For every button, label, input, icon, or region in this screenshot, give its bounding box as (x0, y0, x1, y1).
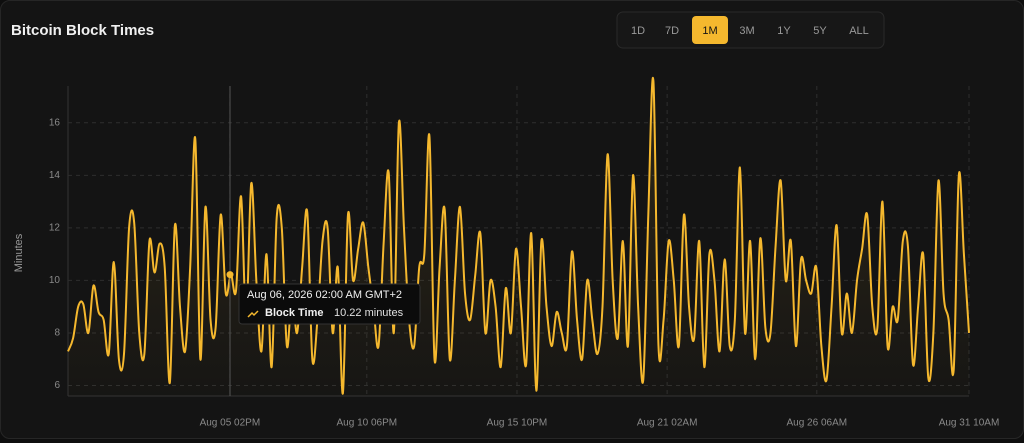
tooltip-series: Block Time (265, 307, 324, 319)
tooltip-date: Aug 06, 2026 02:00 AM GMT+2 (247, 289, 402, 301)
y-tick-label: 8 (54, 328, 60, 339)
x-tick-label: Aug 21 02AM (637, 418, 698, 429)
range-button[interactable]: 1M (702, 25, 717, 37)
x-tick-label: Aug 15 10PM (487, 418, 548, 429)
range-button[interactable]: 3M (739, 25, 754, 37)
y-tick-label: 16 (49, 117, 61, 128)
chart-title: Bitcoin Block Times (11, 22, 154, 39)
y-tick-label: 10 (49, 275, 61, 286)
y-tick-label: 12 (49, 223, 61, 234)
y-tick-label: 14 (49, 170, 61, 181)
range-button[interactable]: 1Y (777, 25, 791, 37)
range-button[interactable]: ALL (849, 25, 869, 37)
line (67, 76, 970, 395)
y-axis-label: Minutes (13, 233, 25, 272)
x-tick-label: Aug 31 10AM (939, 418, 1000, 429)
area (68, 77, 969, 396)
x-tick-label: Aug 10 06PM (337, 418, 398, 429)
x-tick-label: Aug 26 06AM (786, 418, 847, 429)
range-button[interactable]: 1D (631, 25, 645, 37)
y-tick-label: 6 (54, 380, 60, 391)
tooltip-point (226, 271, 234, 279)
range-button[interactable]: 5Y (813, 25, 827, 37)
range-selector (616, 11, 885, 49)
range-button-bg (692, 16, 728, 44)
tooltip-value: 10.22 minutes (334, 307, 404, 319)
range-button[interactable]: 7D (665, 25, 679, 37)
tooltip-icon (247, 310, 259, 318)
x-tick-label: Aug 05 02PM (200, 418, 261, 429)
tooltip-box (238, 283, 421, 325)
